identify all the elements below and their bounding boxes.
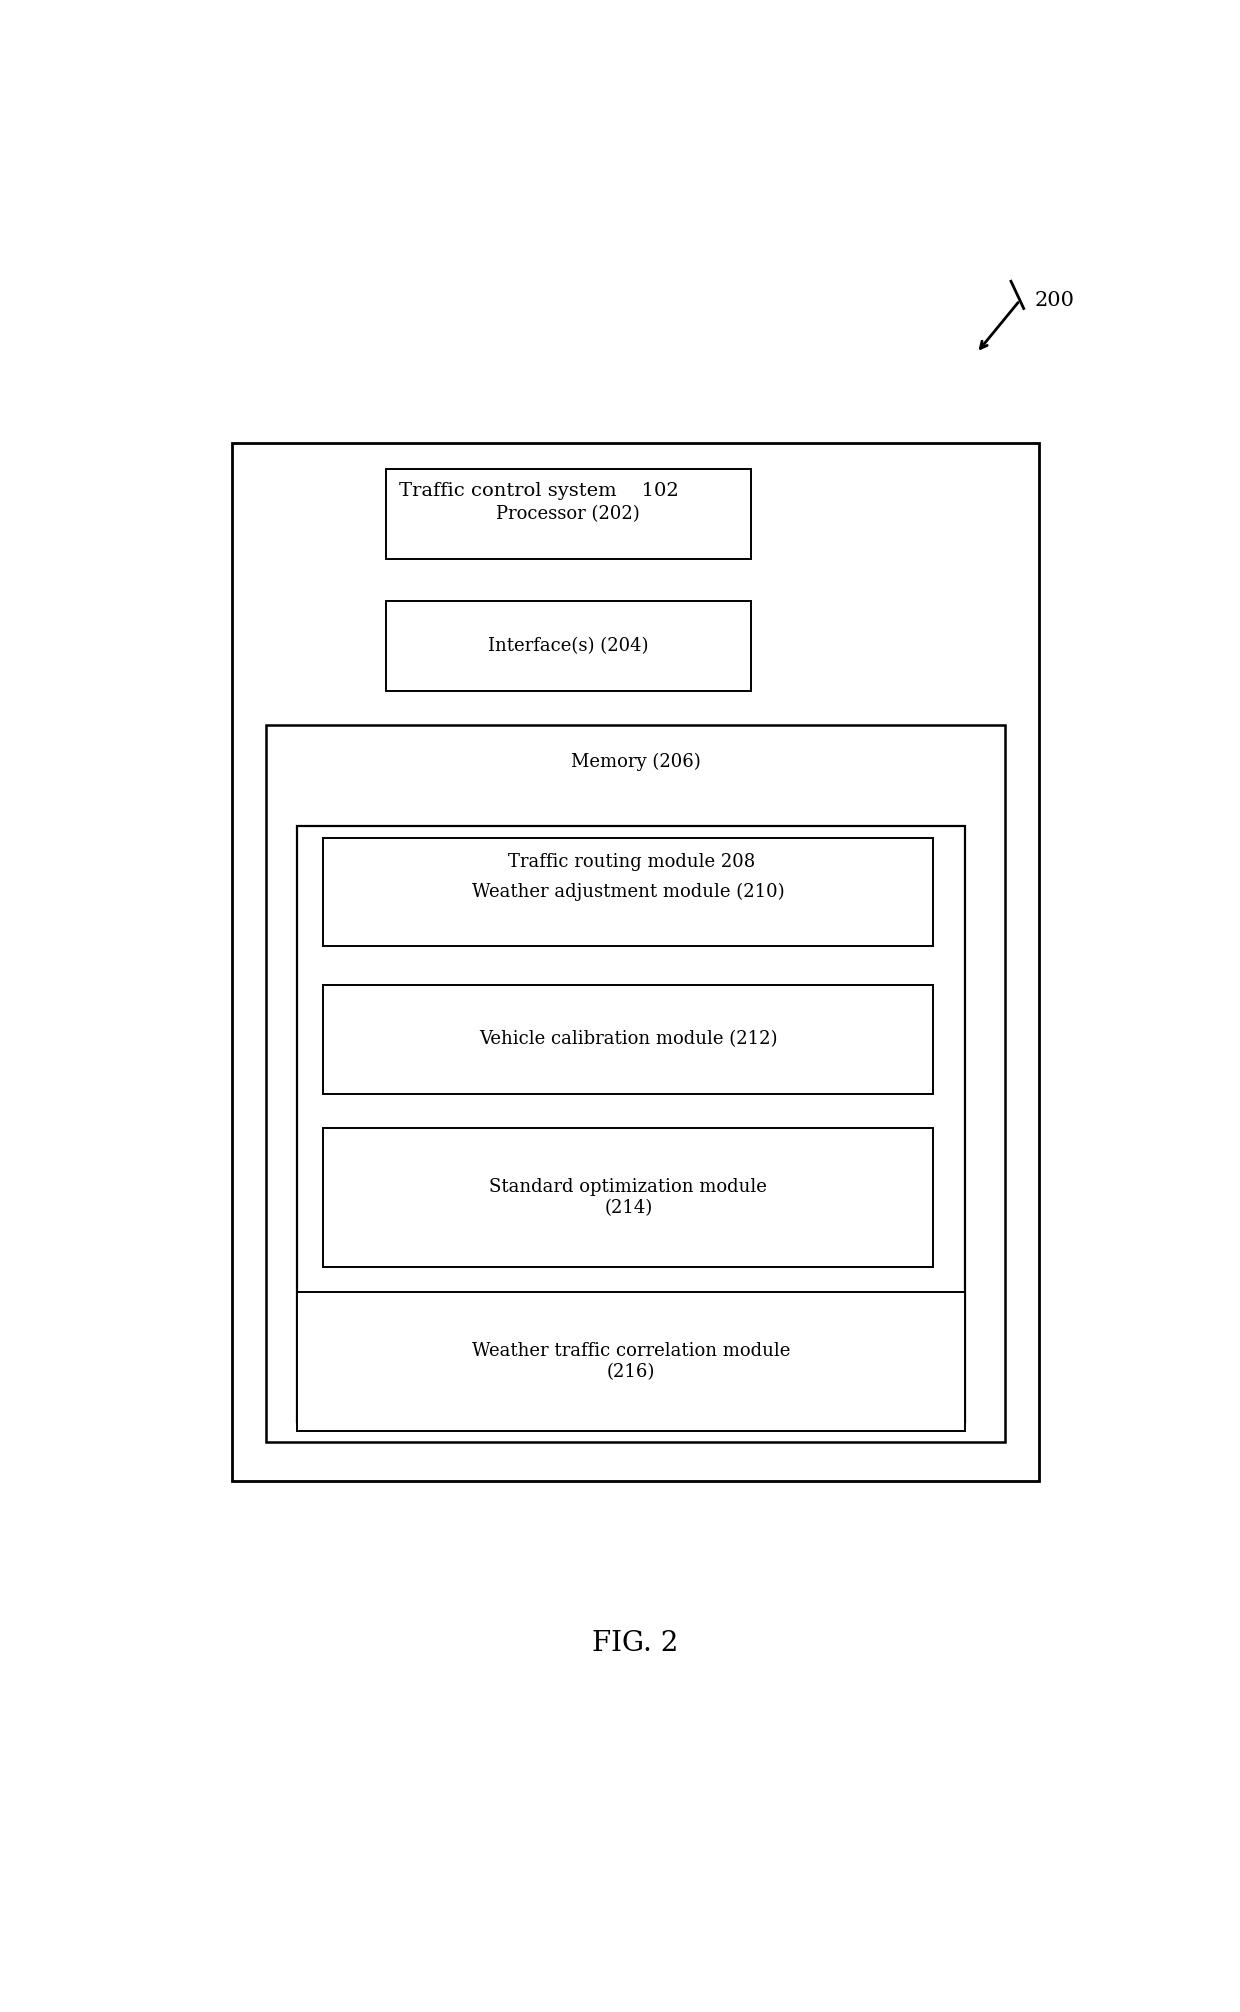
Text: Vehicle calibration module (212): Vehicle calibration module (212) (479, 1030, 777, 1048)
Text: Memory (206): Memory (206) (570, 752, 701, 771)
Text: Weather adjustment module (210): Weather adjustment module (210) (472, 883, 785, 901)
Bar (265, 724, 1006, 1443)
Bar (298, 1292, 965, 1431)
Bar (324, 1127, 934, 1268)
Text: FIG. 2: FIG. 2 (593, 1630, 678, 1658)
Bar (386, 469, 750, 559)
Bar (324, 837, 934, 946)
Text: Weather traffic correlation module
(216): Weather traffic correlation module (216) (472, 1342, 790, 1380)
Text: Processor (202): Processor (202) (496, 505, 640, 523)
Bar (232, 443, 1039, 1481)
Bar (298, 825, 965, 1422)
Text: Interface(s) (204): Interface(s) (204) (489, 636, 649, 654)
Text: 200: 200 (1034, 292, 1074, 310)
Bar (386, 602, 750, 690)
Bar (324, 986, 934, 1095)
Text: Standard optimization module
(214): Standard optimization module (214) (490, 1177, 768, 1217)
Text: Traffic control system    102: Traffic control system 102 (399, 481, 678, 499)
Text: Traffic routing module 208: Traffic routing module 208 (507, 853, 755, 871)
